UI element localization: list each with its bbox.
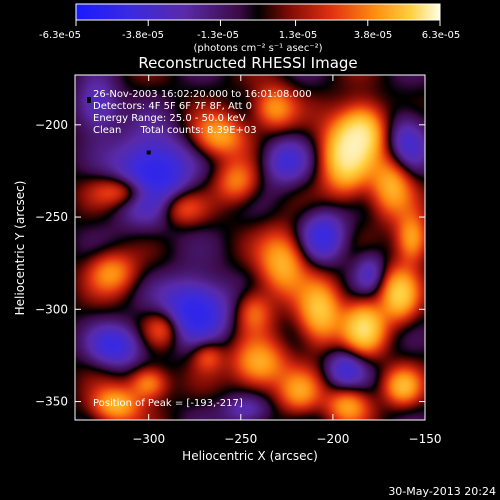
x-tick-label: −250	[224, 432, 257, 446]
annotation-detectors: Detectors: 4F 5F 6F 7F 8F, Att 0	[93, 101, 252, 112]
colorbar-tick-label: 3.8e-05	[354, 30, 392, 41]
x-tick-label: −300	[132, 432, 165, 446]
annotation-time-range: 26-Nov-2003 16:02:20.000 to 16:01:08.000	[93, 89, 312, 100]
plot-frame	[74, 74, 426, 421]
annotation-energy-range: Energy Range: 25.0 - 50.0 keV	[93, 113, 246, 124]
y-tick-label: −200	[35, 118, 68, 132]
y-tick-label: −350	[35, 395, 68, 409]
x-axis-ticks	[148, 75, 426, 420]
x-axis-label: Heliocentric X (arcsec)	[182, 449, 318, 463]
colorbar-ticks	[75, 20, 441, 26]
colorbar-tick-label: -6.3e-05	[39, 30, 81, 41]
colorbar-tick-label: -3.8e-05	[122, 30, 164, 41]
colorbar: -6.3e-05 -3.8e-05 -1.3e-05 1.3e-05 3.8e-…	[39, 3, 460, 54]
y-tick-label: −250	[35, 210, 68, 224]
colorbar-tick-label: 6.3e-05	[422, 30, 460, 41]
corner-marker	[87, 97, 91, 103]
y-axis-ticks	[75, 124, 425, 403]
y-tick-label: −300	[35, 302, 68, 316]
colorbar-unit-label: (photons cm⁻² s⁻¹ asec⁻²)	[193, 43, 322, 54]
y-axis-label: Heliocentric Y (arcsec)	[13, 181, 27, 316]
x-tick-label: −150	[409, 432, 442, 446]
x-tick-label: −200	[316, 432, 349, 446]
chart-title: Reconstructed RHESSI Image	[138, 54, 357, 72]
footer-timestamp: 30-May-2013 20:24	[388, 485, 496, 498]
annotation-clean-counts: Clean Total counts: 8.39E+03	[93, 125, 257, 136]
colorbar-gradient	[75, 3, 441, 21]
marker-square	[146, 150, 151, 155]
peak-position-label: Position of Peak = [-193,-217]	[93, 398, 243, 409]
colorbar-tick-label: -1.3e-05	[197, 30, 239, 41]
heatmap-image	[75, 75, 425, 420]
colorbar-tick-label: 1.3e-05	[279, 30, 317, 41]
